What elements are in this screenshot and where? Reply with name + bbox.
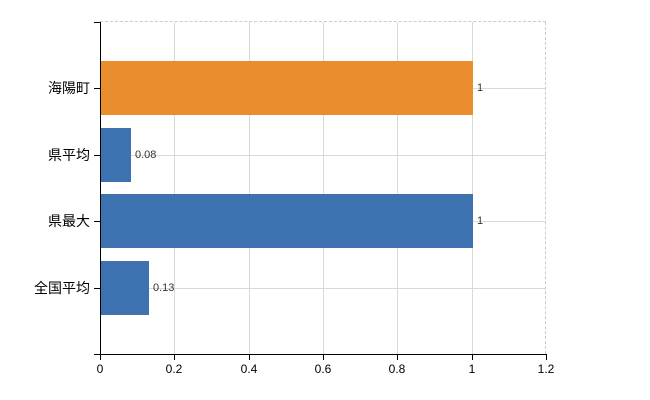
v-gridline [472,22,473,354]
v-gridline [397,22,398,354]
x-axis-tick [472,355,473,360]
x-axis-line [100,354,547,355]
y-axis-tick [94,288,100,289]
plot-border-right [545,22,546,354]
value-label-3: 0.13 [153,282,175,294]
value-label-0: 1 [477,82,484,94]
x-tick-label-4: 0.8 [388,362,406,376]
x-axis-tick [323,355,324,360]
bar-2 [101,194,473,248]
bar-3 [101,261,149,315]
value-label-2: 1 [477,215,484,227]
category-label-0: 海陽町 [48,80,90,96]
value-label-1: 0.08 [135,149,157,161]
category-label-2: 県最大 [48,213,90,229]
x-axis-tick [546,355,547,360]
category-label-1: 県平均 [48,147,90,163]
x-tick-label-1: 0.2 [165,362,183,376]
y-axis-line [100,22,101,355]
v-gridline [249,22,250,354]
y-axis-tick [94,354,100,355]
y-axis-tick [94,88,100,89]
x-tick-label-2: 0.4 [240,362,258,376]
x-tick-label-5: 1 [468,362,476,376]
bar-0 [101,61,473,115]
y-axis-tick [94,155,100,156]
x-tick-label-3: 0.6 [314,362,332,376]
y-axis-tick [94,22,100,23]
x-axis-tick [100,355,101,360]
x-axis-tick [174,355,175,360]
plot-border-top [100,21,546,22]
v-gridline [174,22,175,354]
category-label-3: 全国平均 [34,280,90,296]
x-axis-tick [397,355,398,360]
v-gridline [323,22,324,354]
bar-1 [101,128,131,182]
x-tick-label-0: 0 [96,362,104,376]
y-axis-tick [94,221,100,222]
x-tick-label-6: 1.2 [537,362,555,376]
x-axis-tick [249,355,250,360]
